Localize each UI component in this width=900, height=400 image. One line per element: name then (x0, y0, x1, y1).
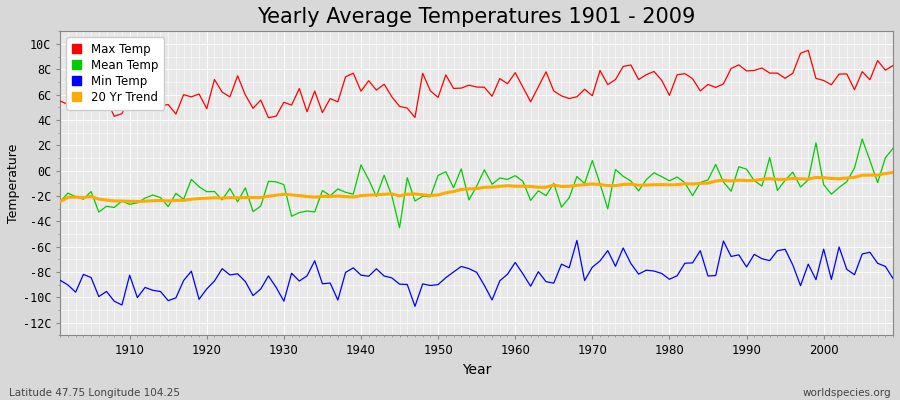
20 Yr Trend (602, 183, 613, 188)
Line: 20 Yr Trend: 20 Yr Trend (60, 172, 893, 202)
Max Temp (116, 111, 127, 116)
Max Temp (263, 115, 274, 120)
Min Temp (410, 304, 420, 309)
Mean Temp (286, 214, 297, 219)
Mean Temp (55, 199, 66, 204)
Max Temp (610, 77, 621, 82)
Max Temp (518, 85, 528, 90)
Mean Temp (509, 173, 520, 178)
Min Temp (617, 246, 628, 250)
20 Yr Trend (116, 198, 127, 203)
20 Yr Trend (286, 192, 297, 197)
20 Yr Trend (332, 194, 343, 198)
Y-axis label: Temperature: Temperature (7, 144, 20, 223)
Mean Temp (116, 199, 127, 204)
20 Yr Trend (502, 183, 513, 188)
Line: Max Temp: Max Temp (60, 50, 893, 118)
20 Yr Trend (509, 184, 520, 188)
Max Temp (340, 74, 351, 79)
Max Temp (55, 98, 66, 103)
Text: Latitude 47.75 Longitude 104.25: Latitude 47.75 Longitude 104.25 (9, 388, 180, 398)
20 Yr Trend (887, 170, 898, 175)
Mean Temp (887, 146, 898, 151)
Min Temp (509, 260, 520, 265)
Mean Temp (332, 186, 343, 191)
20 Yr Trend (55, 199, 66, 204)
Max Temp (509, 70, 520, 75)
Mean Temp (610, 167, 621, 172)
Text: worldspecies.org: worldspecies.org (803, 388, 891, 398)
Min Temp (572, 238, 582, 243)
Max Temp (803, 48, 814, 53)
Min Temp (55, 278, 66, 283)
Mean Temp (394, 225, 405, 230)
Legend: Max Temp, Mean Temp, Min Temp, 20 Yr Trend: Max Temp, Mean Temp, Min Temp, 20 Yr Tre… (67, 37, 164, 110)
Min Temp (887, 276, 898, 281)
Mean Temp (518, 179, 528, 184)
Max Temp (887, 63, 898, 68)
X-axis label: Year: Year (462, 363, 491, 377)
Line: Mean Temp: Mean Temp (60, 139, 893, 228)
Mean Temp (857, 137, 868, 142)
Min Temp (116, 302, 127, 307)
Min Temp (286, 271, 297, 276)
Line: Min Temp: Min Temp (60, 240, 893, 306)
Title: Yearly Average Temperatures 1901 - 2009: Yearly Average Temperatures 1901 - 2009 (257, 7, 696, 27)
Min Temp (518, 272, 528, 276)
Max Temp (294, 86, 305, 91)
Min Temp (332, 298, 343, 302)
